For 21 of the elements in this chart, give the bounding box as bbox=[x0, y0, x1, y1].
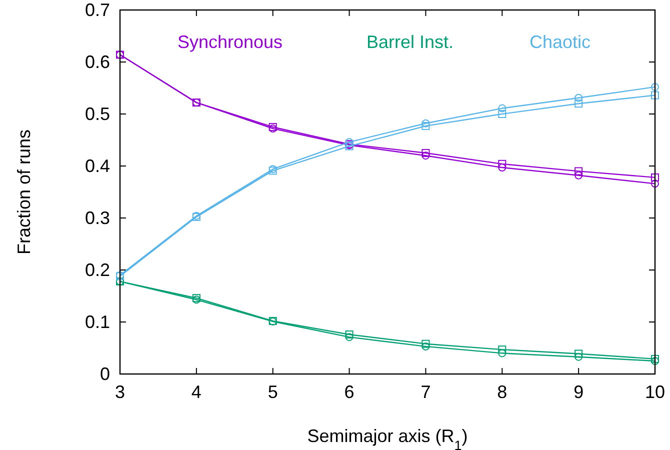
y-axis-title: Fraction of runs bbox=[14, 129, 34, 255]
y-tick-label: 0.2 bbox=[84, 260, 110, 280]
text: Barrel Inst. bbox=[366, 32, 454, 52]
x-tick-label: 5 bbox=[268, 382, 278, 402]
x-tick-label: 3 bbox=[114, 382, 126, 402]
y-tick-label: 0.4 bbox=[84, 156, 110, 176]
y-tick-label: 0.5 bbox=[84, 104, 110, 124]
y-tick-label: 0.3 bbox=[84, 208, 110, 228]
x-tick-label: 7 bbox=[420, 382, 431, 402]
text: Chaotic bbox=[529, 32, 591, 52]
x-tick-label: 4 bbox=[191, 382, 202, 402]
x-tick-label: 8 bbox=[497, 382, 508, 402]
y-tick-label: 0.7 bbox=[84, 0, 110, 20]
series-label: Synchronous bbox=[177, 32, 283, 52]
x-axis-title: Semimajor axis (R$_{1}$) bbox=[307, 426, 468, 450]
x-tick-label: 6 bbox=[344, 382, 354, 402]
x-tick-label: 10 bbox=[644, 382, 666, 402]
y-tick-label: 0.1 bbox=[84, 312, 110, 332]
y-tick-label: 0 bbox=[100, 364, 110, 384]
y-tick-label: 0.6 bbox=[84, 52, 110, 72]
x-tick-label: 9 bbox=[574, 382, 584, 402]
